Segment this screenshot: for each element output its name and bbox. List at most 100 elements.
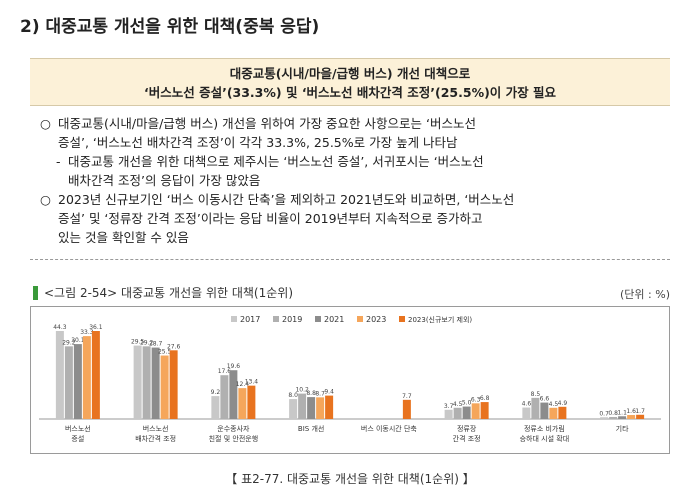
category-label: 버스 이동시간 단축 xyxy=(361,424,418,433)
bar xyxy=(627,415,636,419)
bar xyxy=(618,416,627,419)
bar xyxy=(82,336,91,419)
bar xyxy=(471,403,480,419)
bar xyxy=(73,344,82,419)
bar xyxy=(169,350,178,419)
bar xyxy=(522,407,531,419)
bullet-item: ○ 대중교통(시내/마을/급행 버스) 개선을 위하여 가장 중요한 사항으로는… xyxy=(40,114,662,152)
category-label: 친절 및 안전운행 xyxy=(209,434,259,443)
bar xyxy=(549,407,558,419)
data-label: 8.5 xyxy=(531,391,541,398)
unit-label: (단위 : %) xyxy=(620,288,670,301)
data-label: 0.7 xyxy=(599,410,609,417)
data-label: 3.7 xyxy=(444,403,454,410)
findings-list: ○ 대중교통(시내/마을/급행 버스) 개선을 위하여 가장 중요한 사항으로는… xyxy=(30,108,670,260)
table-caption: 【 표2-77. 대중교통 개선을 위한 대책(1순위) 】 xyxy=(225,472,475,486)
data-label: 36.1 xyxy=(89,324,103,331)
data-label: 1.6 xyxy=(626,408,636,415)
bar xyxy=(480,402,489,419)
data-label: 13.4 xyxy=(245,379,259,386)
bar xyxy=(540,402,549,419)
bar xyxy=(238,388,247,419)
dash-bullet-icon: - xyxy=(56,154,61,169)
bar xyxy=(325,395,334,419)
category-label: 버스노선 xyxy=(143,424,169,433)
legend-swatch xyxy=(231,316,237,322)
bullet-text: 증설’, ‘버스노선 배차간격 조정’이 각각 33.3%, 25.5%로 가장… xyxy=(58,135,458,150)
data-label: 8.0 xyxy=(288,392,298,399)
data-label: 9.2 xyxy=(211,389,221,396)
figure-title-text: <그림 2-54> 대중교통 개선을 위한 대책(1순위) xyxy=(44,286,294,300)
bar xyxy=(160,355,169,419)
data-label: 6.3 xyxy=(471,396,481,403)
category-label: 승하대 시설 확대 xyxy=(520,434,570,443)
bar xyxy=(247,385,256,419)
data-label: 4.9 xyxy=(558,400,568,407)
legend-label: 2017 xyxy=(240,315,260,324)
data-label: 28.7 xyxy=(149,341,163,348)
category-label: 정류장 xyxy=(457,424,477,433)
category-label: BIS 개선 xyxy=(298,424,324,433)
bullet-item: ○ 2023년 신규보기인 ‘버스 이동시간 단축’을 제외하고 2021년도와… xyxy=(40,190,662,247)
legend-label: 2023 xyxy=(366,315,386,324)
bar xyxy=(462,406,471,419)
bar xyxy=(220,375,229,419)
summary-box: 대중교통(시내/마을/급행 버스) 개선 대책으로 ‘버스노선 증설’(33.3… xyxy=(30,58,670,106)
bar xyxy=(64,346,73,419)
bullet-text: 2023년 신규보기인 ‘버스 이동시간 단축’을 제외하고 2021년도와 비… xyxy=(58,192,515,207)
category-label: 기타 xyxy=(616,424,629,433)
data-label: 8.8 xyxy=(306,390,316,397)
data-label: 9.4 xyxy=(324,389,334,396)
circle-bullet-icon: ○ xyxy=(40,192,51,207)
green-marker-icon xyxy=(33,285,38,300)
data-label: 29.2 xyxy=(140,339,154,346)
bar xyxy=(558,406,567,419)
category-label: 간격 조정 xyxy=(453,434,481,443)
data-label: 5.0 xyxy=(462,400,472,407)
bar xyxy=(453,407,462,419)
legend-label: 2023(신규보기 제외) xyxy=(408,315,472,324)
data-label: 30.1 xyxy=(71,337,85,344)
bullet-text: 증설’ 및 ‘정류장 간격 조정’이라는 응답 비율이 2019년부터 지속적으… xyxy=(58,211,483,226)
data-label: 1.7 xyxy=(635,408,645,415)
data-label: 33.3 xyxy=(80,329,94,336)
sub-bullet-item: - 대중교통 개선을 위한 대책으로 제주시는 ‘버스노선 증설’, 서귀포시는… xyxy=(40,152,662,190)
bar xyxy=(298,393,307,419)
category-label: 정류소 비가림 xyxy=(524,424,565,433)
data-label: 12.4 xyxy=(236,381,250,388)
figure-title: <그림 2-54> 대중교통 개선을 위한 대책(1순위) xyxy=(33,284,293,301)
bar xyxy=(316,397,325,419)
category-label: 증설 xyxy=(71,435,84,443)
bar xyxy=(55,331,64,419)
bar xyxy=(600,417,609,419)
data-label: 29.2 xyxy=(62,339,76,346)
legend-swatch xyxy=(273,316,279,322)
data-label: 4.6 xyxy=(522,401,532,408)
bar xyxy=(229,370,238,419)
bar xyxy=(133,345,142,419)
data-label: 44.3 xyxy=(53,324,67,331)
data-label: 19.6 xyxy=(227,363,241,370)
legend-label: 2019 xyxy=(282,315,302,324)
section-heading: 2) 대중교통 개선을 위한 대책(중복 응답) xyxy=(20,17,320,37)
summary-line-2: ‘버스노선 증설’(33.3%) 및 ‘버스노선 배차간격 조정’(25.5%)… xyxy=(143,85,557,100)
data-label: 7.7 xyxy=(402,393,412,400)
category-label: 버스노선 xyxy=(65,424,91,433)
sub-bullet-text: 대중교통 개선을 위한 대책으로 제주시는 ‘버스노선 증설’, 서귀포시는 ‘… xyxy=(68,154,484,169)
data-label: 0.8 xyxy=(608,410,618,417)
sub-bullet-text: 배차간격 조정’의 응답이 가장 많았음 xyxy=(68,173,261,188)
data-label: 4.5 xyxy=(549,401,559,408)
data-label: 6.6 xyxy=(540,396,550,403)
data-label: 4.5 xyxy=(453,401,463,408)
bar xyxy=(289,399,298,419)
bar xyxy=(142,346,151,419)
legend-label: 2021 xyxy=(324,315,344,324)
bullet-text: 대중교통(시내/마을/급행 버스) 개선을 위하여 가장 중요한 사항으로는 ‘… xyxy=(58,116,476,131)
data-label: 8.7 xyxy=(315,390,325,397)
circle-bullet-icon: ○ xyxy=(40,116,51,131)
data-label: 6.8 xyxy=(480,395,490,402)
legend-swatch xyxy=(357,316,363,322)
bar xyxy=(444,409,453,419)
bar xyxy=(307,397,316,419)
data-label: 10.2 xyxy=(295,387,309,394)
